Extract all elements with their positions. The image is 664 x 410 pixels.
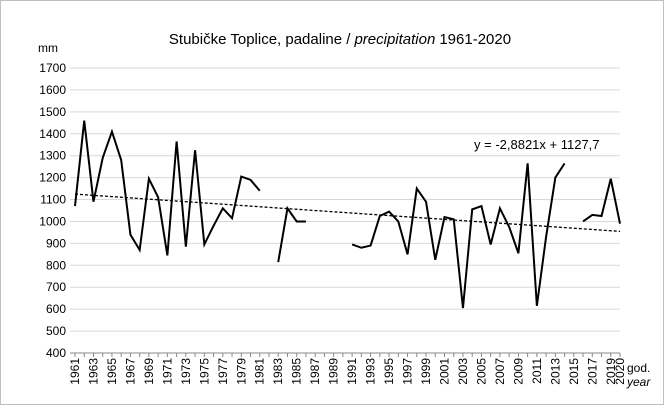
x-tick-label: 1983: [271, 358, 285, 385]
x-tick-label: 1965: [105, 358, 119, 385]
x-tick-label: 2015: [567, 358, 581, 385]
x-tick-label: 1985: [290, 358, 304, 385]
x-tick-label: 1961: [68, 358, 82, 385]
title-part: Stubičke Toplice, padaline /: [169, 31, 351, 48]
y-tick-label: 700: [46, 280, 66, 294]
data-line: [277, 205, 306, 263]
y-tick-label: 1200: [39, 171, 66, 185]
x-tick-label: 1999: [419, 358, 433, 385]
chart-title: Stubičke Toplice, padaline / precipitatio…: [169, 31, 511, 48]
x-axis-label: year: [626, 375, 651, 389]
x-tick-label: 1979: [234, 358, 248, 385]
y-tick-label: 900: [46, 236, 66, 250]
y-tick-label: 1000: [39, 214, 66, 228]
x-tick-label: 1973: [179, 358, 193, 385]
y-tick-label: 1100: [40, 193, 66, 207]
x-tick-label: 1969: [142, 358, 156, 385]
title-part: 1961-2020: [439, 31, 511, 48]
x-tick-label: 2005: [474, 358, 488, 385]
x-tick-label: 2017: [585, 358, 599, 385]
x-tick-label: 2009: [511, 358, 525, 385]
data-line: [74, 120, 261, 256]
x-axis-label: god.: [627, 361, 650, 375]
x-tick-label: 1967: [123, 358, 137, 385]
trendline: [74, 193, 621, 233]
x-tick-label: 1975: [197, 358, 211, 385]
x-tick-label: 1963: [86, 358, 100, 385]
x-tick-label: 1987: [308, 358, 322, 385]
x-tick-label: 2019: [604, 358, 618, 385]
x-tick-label: 2013: [548, 358, 562, 385]
data-line: [582, 178, 621, 224]
x-tick-label: 2020: [613, 358, 627, 385]
x-tick-label: 2001: [437, 358, 451, 385]
y-tick-label: 600: [46, 302, 66, 316]
x-tick-label: 1997: [401, 358, 415, 385]
x-tick-label: 1989: [327, 358, 341, 385]
y-axis-label: mm: [38, 41, 58, 55]
y-tick-label: 1300: [39, 149, 66, 163]
x-tick-label: 1977: [216, 358, 230, 385]
y-tick-label: 800: [46, 258, 66, 272]
x-tick-label: 1971: [160, 358, 174, 385]
y-tick-label: 1700: [39, 61, 66, 75]
title-part: precipitation: [353, 31, 435, 48]
x-tick-label: 2007: [493, 358, 507, 385]
x-tick-label: 1991: [345, 358, 359, 385]
x-tick-label: 1981: [253, 358, 267, 385]
x-tick-label: 1995: [382, 358, 396, 385]
x-tick-label: 2003: [456, 358, 470, 385]
y-tick-label: 1400: [39, 127, 66, 141]
y-tick-label: 1600: [39, 83, 66, 97]
y-tick-label: 500: [46, 324, 66, 338]
x-tick-label: 2011: [530, 358, 544, 384]
trendline-equation: y = -2,8821x + 1127,7: [474, 137, 600, 152]
data-line: [351, 162, 566, 309]
y-tick-label: 400: [46, 346, 66, 360]
y-tick-label: 1500: [39, 105, 66, 119]
x-tick-label: 1993: [364, 358, 378, 385]
